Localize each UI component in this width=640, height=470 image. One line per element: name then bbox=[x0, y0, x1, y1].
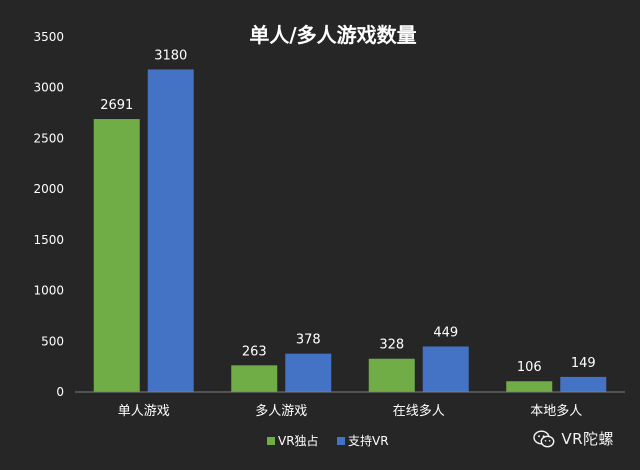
x-tick-label: 单人游戏 bbox=[118, 404, 170, 419]
y-tick-label: 2000 bbox=[33, 182, 64, 196]
legend-swatch bbox=[337, 437, 345, 445]
x-tick-label: 多人游戏 bbox=[255, 403, 307, 419]
y-tick-label: 0 bbox=[56, 385, 64, 399]
legend-swatch bbox=[267, 437, 275, 445]
legend-label: VR独占 bbox=[278, 433, 319, 448]
y-tick-label: 1500 bbox=[33, 233, 64, 247]
bar bbox=[560, 376, 607, 392]
data-label: 2691 bbox=[100, 98, 133, 113]
legend-label: 支持VR bbox=[348, 433, 389, 448]
x-tick-label: 在线多人 bbox=[393, 403, 445, 419]
watermark: VR陀螺 bbox=[533, 428, 614, 449]
bar bbox=[93, 119, 140, 392]
y-tick-label: 3000 bbox=[33, 81, 64, 95]
data-label: 328 bbox=[379, 338, 404, 353]
bar bbox=[506, 381, 553, 392]
bar bbox=[422, 346, 469, 392]
bar bbox=[285, 353, 332, 392]
data-label: 263 bbox=[242, 344, 267, 359]
wechat-icon bbox=[533, 429, 555, 447]
data-label: 378 bbox=[296, 333, 321, 348]
watermark-text: VR陀螺 bbox=[561, 430, 614, 448]
y-tick-label: 3500 bbox=[33, 30, 64, 44]
chart-title: 单人/多人游戏数量 bbox=[249, 23, 416, 47]
y-tick-label: 500 bbox=[41, 334, 64, 348]
y-tick-label: 1000 bbox=[33, 284, 64, 298]
data-label: 449 bbox=[433, 325, 458, 340]
data-label: 106 bbox=[517, 360, 542, 375]
x-tick-label: 本地多人 bbox=[530, 403, 582, 419]
bar bbox=[147, 69, 194, 392]
bar bbox=[231, 365, 278, 392]
data-label: 3180 bbox=[154, 48, 187, 63]
y-tick-label: 2500 bbox=[33, 131, 64, 145]
bar bbox=[368, 358, 415, 392]
data-label: 149 bbox=[571, 356, 596, 371]
